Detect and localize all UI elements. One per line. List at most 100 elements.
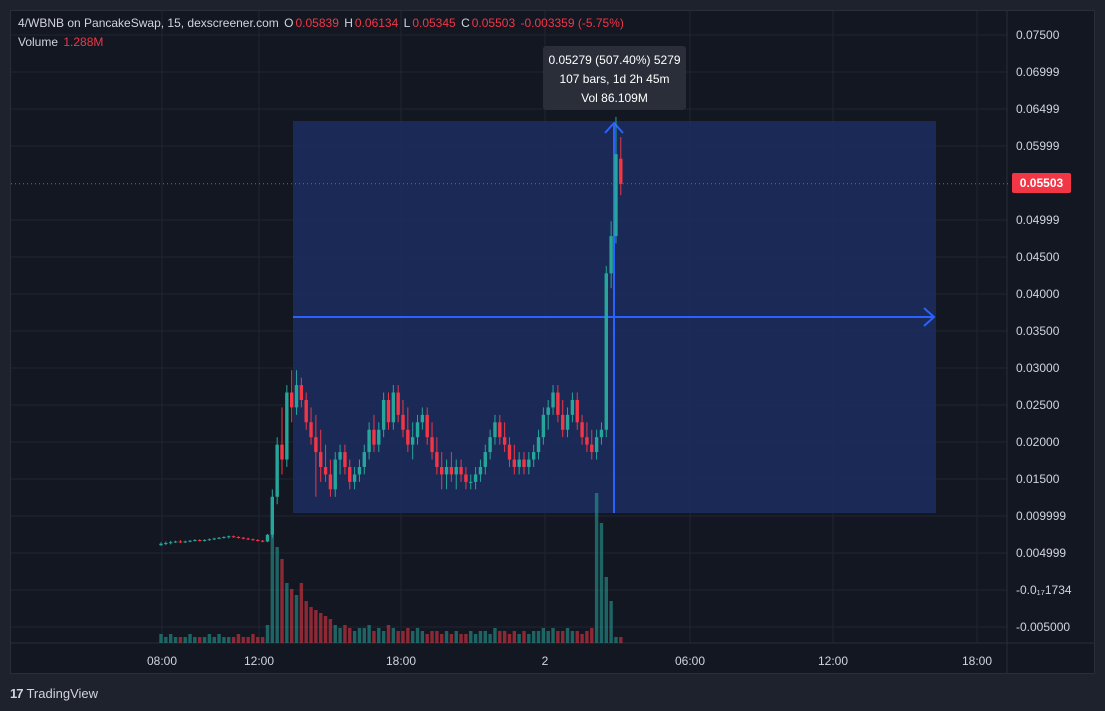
ohlc-legend: 4/WBNB on PancakeSwap, 15, dexscreener.c… [18, 16, 626, 30]
price-chart[interactable]: 0.07500 0.06999 0.06499 0.05999 0.04999 0.045… [11, 11, 1094, 673]
volume-bar [285, 583, 289, 643]
open-label: O [284, 16, 294, 30]
volume-bar [493, 628, 497, 643]
y-tick-label: 0.03000 [1016, 361, 1060, 375]
candle-body [285, 392, 289, 460]
volume-bar [473, 634, 478, 643]
y-tick-label: 0.04000 [1016, 287, 1060, 301]
volume-bar [609, 601, 613, 643]
price-axis: 0.07500 0.06999 0.06499 0.05999 0.04999 0.045… [1016, 28, 1072, 634]
candle-body [517, 459, 521, 467]
change-value: -0.003359 (-5.75%) [520, 16, 624, 30]
high-label: H [344, 16, 353, 30]
measure-volume: Vol 86.109M [581, 91, 648, 105]
candle-body [454, 466, 458, 475]
volume-bar [522, 631, 526, 643]
candle-body [590, 444, 594, 453]
tradingview-attribution[interactable]: 17 TradingView [10, 686, 98, 701]
candle-body [444, 466, 449, 475]
candle-body [372, 429, 376, 445]
volume-bar [449, 634, 454, 643]
volume-bar [488, 634, 492, 643]
candle-body [614, 154, 618, 237]
candle-body [464, 474, 468, 482]
volume-bars [159, 493, 623, 643]
candle-body [435, 452, 439, 467]
candle-body [551, 392, 555, 408]
candle-body [265, 534, 270, 542]
volume-bar [168, 634, 173, 643]
volume-bar [594, 493, 599, 643]
candle-body [561, 414, 565, 430]
volume-bar [198, 637, 202, 643]
volume-bar [604, 577, 608, 643]
volume-bar [556, 631, 560, 643]
volume-bar [565, 628, 570, 643]
volume-bar [478, 631, 483, 643]
volume-value: 1.288M [63, 35, 104, 49]
x-tick-label: 06:00 [675, 654, 705, 668]
candle-body [459, 466, 463, 475]
candle-body [531, 452, 536, 460]
chart-frame: 0.07500 0.06999 0.06499 0.05999 0.04999 0.045… [10, 10, 1095, 674]
volume-bar [309, 607, 313, 643]
x-tick-label: 12:00 [818, 654, 848, 668]
pair-title: 4/WBNB on PancakeSwap, 15, dexscreener.c… [18, 16, 279, 30]
time-axis: 08:00 12:00 18:00 2 06:00 12:00 18:00 [147, 654, 992, 668]
candle-body [507, 444, 512, 460]
y-tick-label: 0.02500 [1016, 398, 1060, 412]
y-tick-label: 0.06499 [1016, 102, 1060, 116]
volume-bar [570, 631, 575, 643]
candle-body [362, 452, 366, 467]
candle-body [319, 452, 323, 467]
volume-bar [270, 499, 275, 643]
x-tick-label: 2 [542, 654, 549, 668]
volume-bar [275, 547, 279, 643]
candle-body [473, 474, 478, 482]
x-tick-label: 18:00 [386, 654, 416, 668]
candle-body [415, 422, 420, 438]
candle-body [198, 539, 202, 541]
tradingview-brand: TradingView [26, 686, 99, 701]
volume-bar [381, 631, 386, 643]
candle-body [323, 466, 328, 475]
candle-body [338, 452, 342, 460]
volume-bar [619, 637, 623, 643]
y-tick-label: 0.004999 [1016, 546, 1066, 560]
volume-bar [406, 628, 410, 643]
candle-body [193, 539, 197, 541]
measure-price-change: 0.05279 (507.40%) 5279 [548, 53, 681, 67]
candle-body [478, 466, 483, 475]
volume-bar [391, 628, 396, 643]
candle-body [449, 466, 454, 475]
candle-body [381, 399, 386, 430]
candle-body [565, 414, 570, 430]
candle-body [173, 541, 178, 543]
candle-body [536, 437, 541, 453]
candle-body [425, 414, 429, 438]
candle-body [469, 481, 473, 483]
candle-body [188, 540, 192, 542]
candle-body [314, 437, 318, 453]
candle-body [396, 392, 400, 415]
candle-body [440, 466, 444, 475]
candle-body [575, 399, 579, 423]
candle-body [227, 536, 231, 538]
low-label: L [403, 16, 411, 30]
candle-body [207, 539, 212, 541]
volume-bar [541, 628, 546, 643]
volume-bar [367, 625, 371, 643]
volume-bar [580, 634, 584, 643]
volume-bar [159, 634, 163, 643]
volume-bar [590, 628, 594, 643]
candle-body [256, 539, 260, 541]
candle-body [352, 474, 357, 482]
volume-bar [435, 631, 439, 643]
candle-body [270, 496, 275, 535]
x-tick-label: 18:00 [962, 654, 992, 668]
volume-bar [338, 628, 342, 643]
candle-body [164, 542, 168, 544]
volume-bar [343, 625, 347, 643]
volume-legend: Volume 1.288M [18, 35, 105, 49]
candle-body [594, 437, 599, 453]
